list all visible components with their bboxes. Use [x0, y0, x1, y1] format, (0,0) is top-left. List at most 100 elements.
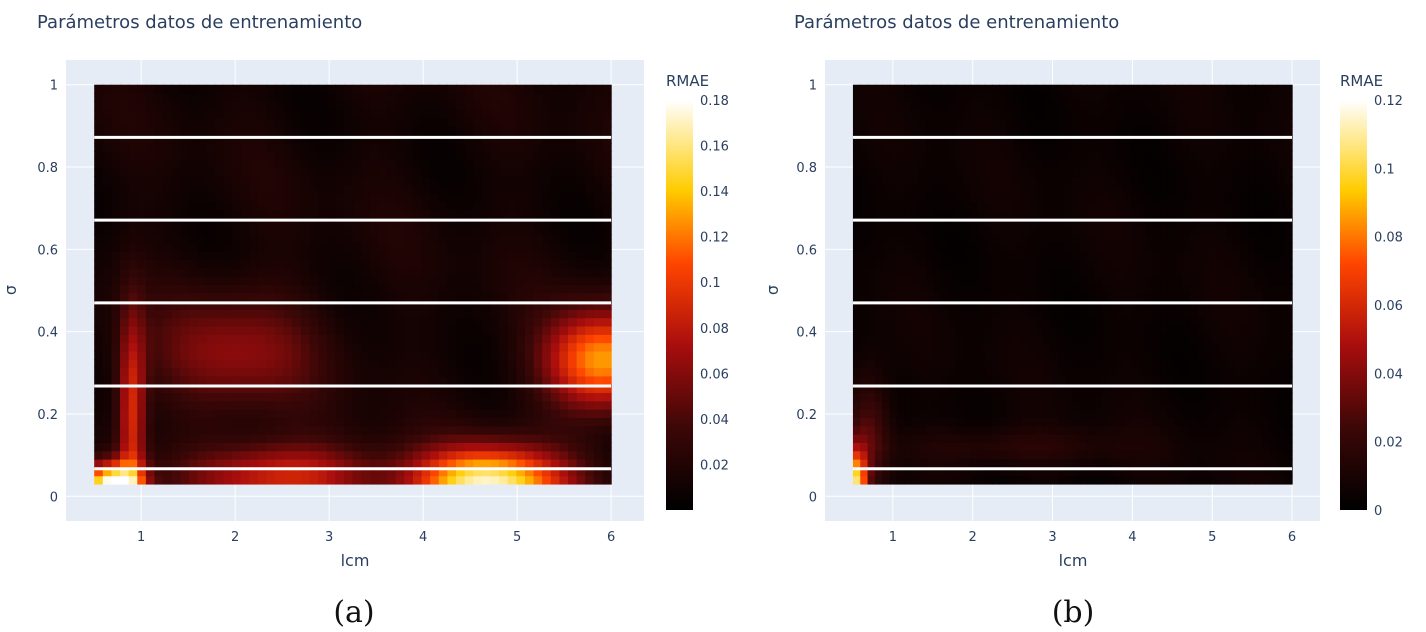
- heatmap-cell: [1057, 434, 1066, 443]
- heatmap-cell: [602, 151, 612, 161]
- heatmap-cell: [180, 109, 190, 119]
- heatmap-cell: [1028, 359, 1037, 369]
- heatmap-cell: [1087, 84, 1096, 94]
- heatmap-cell: [911, 409, 920, 419]
- heatmap-cell: [145, 300, 156, 310]
- heatmap-cell: [918, 317, 927, 327]
- heatmap-cell: [568, 267, 578, 277]
- heatmap-cell: [955, 325, 964, 335]
- heatmap-cell: [970, 450, 978, 460]
- heatmap-cell: [918, 134, 927, 144]
- heatmap-cell: [188, 142, 199, 152]
- heatmap-cell: [896, 309, 905, 319]
- heatmap-cell: [955, 134, 964, 144]
- heatmap-cell: [1013, 284, 1022, 294]
- heatmap-cell: [352, 242, 362, 252]
- heatmap-cell: [378, 276, 388, 285]
- heatmap-cell: [145, 151, 156, 161]
- heatmap-cell: [473, 117, 483, 127]
- heatmap-cell: [430, 350, 440, 360]
- heatmap-cell: [559, 434, 569, 443]
- heatmap-cell: [447, 300, 457, 310]
- heatmap-cell: [1013, 93, 1022, 102]
- heatmap-cell: [874, 450, 883, 460]
- heatmap-cell: [918, 459, 927, 468]
- heatmap-cell: [1138, 450, 1147, 460]
- heatmap-cell: [1006, 126, 1015, 136]
- heatmap-cell: [852, 226, 861, 236]
- heatmap-cell: [111, 134, 121, 144]
- heatmap-cell: [1145, 409, 1154, 419]
- heatmap-cell: [940, 151, 949, 161]
- heatmap-cell: [926, 292, 935, 302]
- heatmap-cell: [852, 167, 861, 177]
- heatmap-cell: [369, 292, 380, 302]
- heatmap-cell: [188, 425, 199, 435]
- heatmap-cell: [1160, 350, 1169, 360]
- heatmap-cell: [1109, 342, 1118, 352]
- heatmap-cell: [1109, 467, 1118, 477]
- heatmap-cell: [955, 334, 964, 344]
- heatmap-cell: [1094, 309, 1103, 319]
- heatmap-cell: [344, 300, 354, 310]
- heatmap-cell: [1006, 151, 1015, 161]
- heatmap-cell: [1050, 93, 1059, 102]
- heatmap-cell: [911, 117, 920, 127]
- heatmap-cell: [516, 450, 526, 460]
- heatmap-cell: [102, 84, 113, 94]
- heatmap-cell: [933, 309, 942, 319]
- heatmap-cell: [1094, 434, 1103, 443]
- heatmap-cell: [918, 93, 927, 102]
- heatmap-cell: [438, 192, 449, 202]
- heatmap-cell: [1028, 309, 1037, 319]
- heatmap-cell: [1109, 317, 1118, 327]
- heatmap-cell: [992, 475, 1000, 485]
- heatmap-cell: [232, 442, 242, 452]
- heatmap-cell: [1065, 350, 1074, 360]
- heatmap-cell: [318, 159, 328, 169]
- y-tick-label: 0.2: [37, 408, 58, 423]
- heatmap-cell: [542, 359, 552, 369]
- heatmap-cell: [999, 434, 1008, 443]
- heatmap-cell: [516, 325, 526, 335]
- heatmap-cell: [395, 192, 405, 202]
- heatmap-cell: [283, 117, 293, 127]
- heatmap-cell: [860, 84, 869, 94]
- heatmap-cell: [1101, 176, 1110, 186]
- x-tick-label: 4: [419, 530, 427, 545]
- heatmap-cell: [249, 117, 259, 127]
- heatmap-cell: [542, 292, 552, 302]
- heatmap-cell: [223, 201, 233, 211]
- heatmap-cell: [867, 267, 876, 277]
- heatmap-cell: [970, 217, 978, 227]
- heatmap-cell: [867, 459, 876, 468]
- heatmap-cell: [559, 359, 569, 369]
- heatmap-cell: [499, 109, 509, 119]
- heatmap-cell: [533, 442, 543, 452]
- heatmap-cell: [232, 417, 242, 427]
- heatmap-cell: [145, 400, 156, 410]
- heatmap-cell: [171, 251, 181, 260]
- heatmap-cell: [395, 226, 405, 236]
- heatmap-cell: [249, 400, 259, 410]
- heatmap-cell: [904, 359, 913, 369]
- heatmap-cell: [1006, 93, 1015, 102]
- heatmap-cell: [232, 325, 242, 335]
- heatmap-cell: [550, 350, 561, 360]
- heatmap-cell: [378, 226, 388, 236]
- heatmap-cell: [257, 425, 268, 435]
- heatmap-cell: [326, 342, 337, 352]
- heatmap-cell: [550, 459, 561, 468]
- heatmap-cell: [550, 384, 561, 394]
- heatmap-cell: [896, 384, 905, 394]
- heatmap-cell: [1079, 325, 1088, 335]
- heatmap-cell: [318, 300, 328, 310]
- heatmap-cell: [1057, 367, 1066, 377]
- heatmap-cell: [507, 126, 517, 136]
- heatmap-cell: [464, 101, 474, 111]
- heatmap-cell: [984, 392, 993, 402]
- heatmap-cell: [490, 159, 500, 169]
- heatmap-cell: [970, 467, 978, 477]
- heatmap-cell: [1138, 459, 1147, 468]
